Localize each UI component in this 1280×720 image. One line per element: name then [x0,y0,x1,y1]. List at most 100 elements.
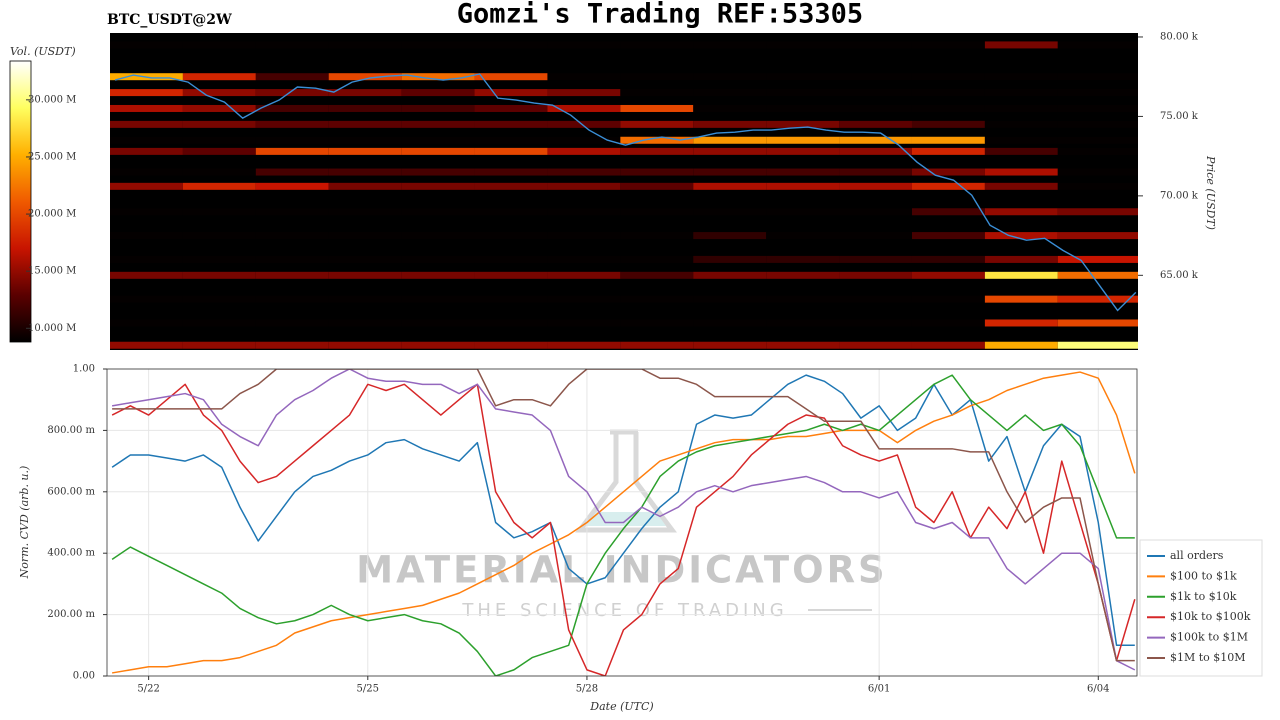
heatmap-cell [1057,208,1138,216]
heatmap-cell [401,41,475,49]
heatmap-cell [328,120,402,128]
heatmap-cell [474,104,548,112]
heatmap-cell [766,147,840,155]
heatmap-cell [839,89,912,97]
heatmap-cell [110,89,183,97]
heatmap-cell [401,232,475,240]
heatmap-cell [547,271,621,279]
heatmap-cell [182,41,256,49]
heatmap-cell [984,89,1058,97]
plot-frame [106,368,1138,677]
heatmap-cell [766,232,840,240]
y-tick-label: 800.00 m [47,425,95,436]
heatmap-cell [620,41,694,49]
heatmap-cell [255,104,329,112]
heatmap-cell [401,182,475,190]
heatmap-cell [328,41,402,49]
heatmap-cell [401,271,475,279]
y-tick-label: 200.00 m [47,609,95,620]
heatmap-cell [401,89,475,97]
heatmap-cell [839,168,912,176]
heatmap-cell [984,168,1058,176]
heatmap-cell [911,182,985,190]
series-line [111,371,1136,674]
heatmap-cell [984,295,1058,303]
heatmap-cell [911,255,985,263]
heatmap-cell [547,168,621,176]
heatmap-cell [984,208,1058,216]
colorbar-tick-label: 15.000 M [28,266,76,277]
heatmap-cell [1057,341,1138,349]
heatmap-cell [474,120,548,128]
heatmap-cell [255,41,329,49]
heatmap-cell [328,232,402,240]
flask-icon [575,429,677,533]
heatmap-cell [620,295,694,303]
heatmap-cell [911,232,985,240]
heatmap-cell [255,147,329,155]
heatmap-cell [839,104,912,112]
heatmap-cell [766,319,840,327]
heatmap-cell [693,104,767,112]
heatmap-cell [182,147,256,155]
heatmap-cell [984,73,1058,81]
heatmap-cell [474,41,548,49]
heatmap-cell [620,89,694,97]
heatmap-cell [182,120,256,128]
heatmap-cell [110,255,183,263]
heatmap-cell [110,319,183,327]
y-tick-label: 1.00 [73,364,95,375]
heatmap-cell [620,319,694,327]
heatmap-cell [693,295,767,303]
heatmap-cell [766,271,840,279]
heatmap-cell [693,41,767,49]
heatmap-cell [110,271,183,279]
legend-label: $100k to $1M [1170,631,1248,644]
y-axis-label: Norm. CVD (arb. u.) [18,466,31,580]
heatmap-cell [110,136,183,144]
heatmap-cell [474,319,548,327]
heatmap-cell [911,41,985,49]
heatmap-cell [693,120,767,128]
colorbar-tick-label: 20.000 M [28,209,76,220]
heatmap-cell [766,104,840,112]
heatmap-cell [693,89,767,97]
heatmap-cell [328,182,402,190]
heatmap-cell [620,104,694,112]
x-tick-label: 6/04 [1087,684,1109,695]
heatmap-cell [474,147,548,155]
heatmap-cell [911,120,985,128]
heatmap-cell [693,341,767,349]
heatmap-cell [984,271,1058,279]
heatmap-cell [839,271,912,279]
x-axis-label: Date (UTC) [589,700,653,713]
heatmap-cell [474,73,548,81]
heatmap-cell [182,255,256,263]
heatmap-cell [401,120,475,128]
y-tick-label: 400.00 m [47,548,95,559]
heatmap-cell [693,182,767,190]
heatmap-cell [911,147,985,155]
heatmap [110,41,1138,349]
legend-label: $1M to $10M [1170,651,1246,664]
heatmap-cell [182,232,256,240]
heatmap-cell [255,232,329,240]
heatmap-cell [328,104,402,112]
heatmap-cell [1057,168,1138,176]
heatmap-cell [1057,182,1138,190]
heatmap-cell [182,319,256,327]
heatmap-cell [328,341,402,349]
heatmap-cell [110,41,183,49]
colorbar-tick-label: 10.000 M [28,323,76,334]
heatmap-cell [328,208,402,216]
heatmap-cell [547,232,621,240]
heatmap-cell [766,120,840,128]
heatmap-cell [911,136,985,144]
heatmap-cell [1057,147,1138,155]
heatmap-cell [766,341,840,349]
heatmap-cell [1057,232,1138,240]
heatmap-cell [110,147,183,155]
heatmap-cell [620,255,694,263]
heatmap-cell [547,41,621,49]
heatmap-cell [328,168,402,176]
